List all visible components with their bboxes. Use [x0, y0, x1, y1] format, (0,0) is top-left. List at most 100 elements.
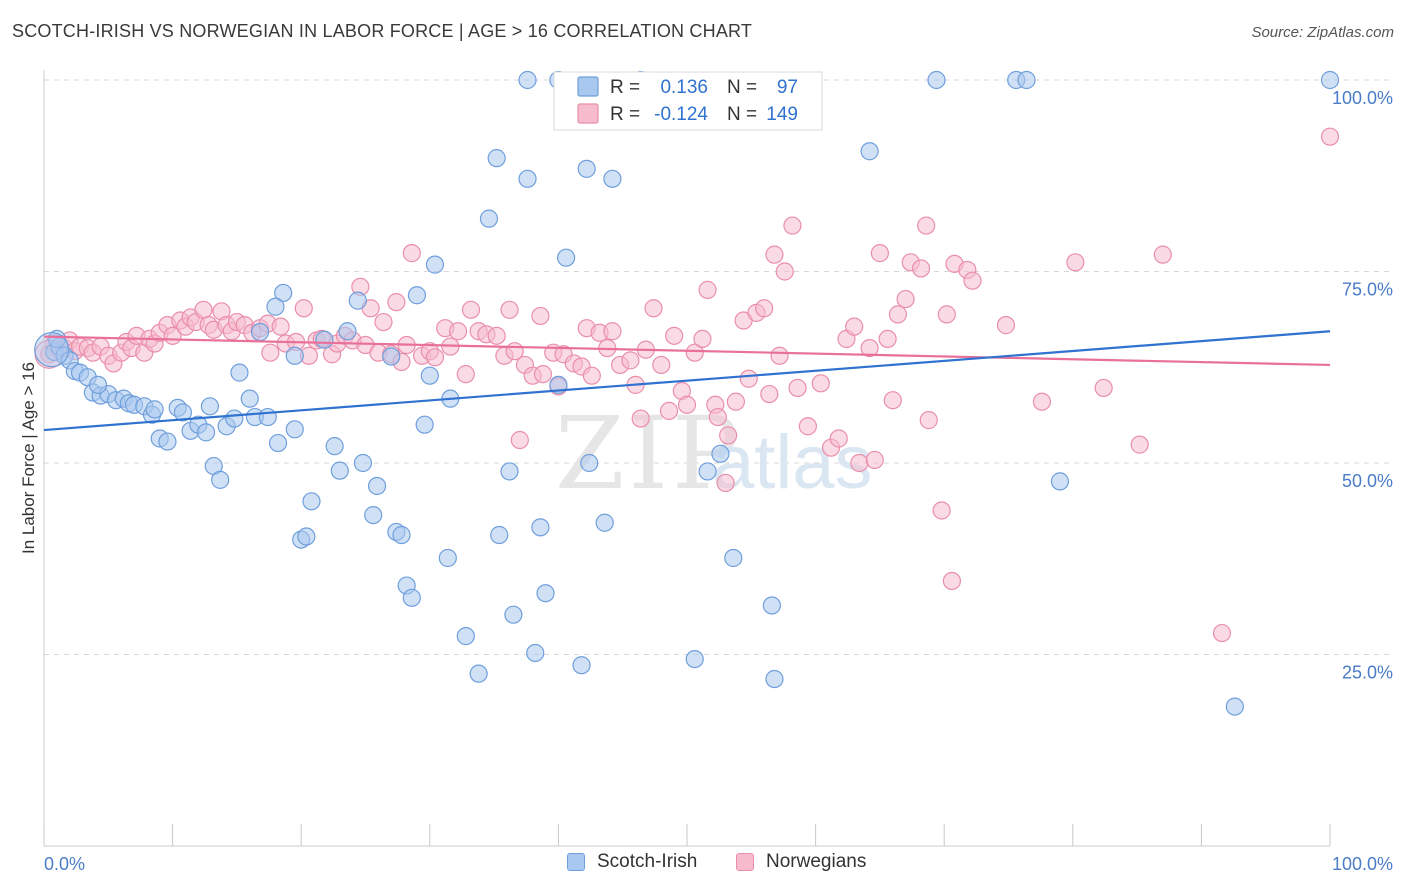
norwegians-point-71 — [500, 300, 519, 319]
scotch-irish-point-95 — [145, 400, 164, 419]
scotch-irish-point-91 — [1225, 697, 1244, 716]
scotch-irish-point-46 — [364, 505, 383, 525]
norwegians-point-95 — [665, 326, 684, 345]
scotch-irish-point-29 — [240, 389, 259, 408]
norwegians-point-108 — [755, 299, 774, 318]
norwegians-point-109 — [760, 384, 779, 404]
stats-legend: R = 0.136 N = 97 R = -0.124 N = 149 — [553, 71, 823, 131]
scotch-irish-point-81 — [698, 462, 717, 481]
norwegians-point-98 — [685, 343, 704, 362]
scotch-irish-point-89 — [1017, 70, 1036, 90]
norwegians-point-133 — [932, 501, 951, 520]
legend-r-label-1: R = — [610, 77, 640, 98]
norwegians-point-114 — [788, 378, 807, 398]
norwegians-point-121 — [850, 453, 869, 473]
scotch-irish-point-25 — [211, 470, 230, 489]
norwegians-point-69 — [487, 326, 506, 345]
norwegians-point-76 — [533, 365, 553, 384]
scotch-irish-point-75 — [577, 159, 596, 178]
norwegians-point-58 — [402, 244, 421, 263]
legend-n-label-2: N = — [727, 104, 757, 125]
scotch-irish-point-76 — [580, 453, 599, 473]
scotch-irish-point-90 — [1050, 472, 1070, 491]
scotch-irish-point-73 — [557, 248, 576, 267]
legend-swatch-scotch-irish — [577, 76, 599, 97]
scotch-irish-point-50 — [392, 525, 411, 545]
norwegians-point-124 — [870, 244, 890, 263]
scotch-irish-point-34 — [274, 283, 293, 303]
y-tick-label-100: 100.0% — [1332, 88, 1393, 108]
scotch-irish-point-60 — [469, 664, 488, 683]
scotch-irish-point-57 — [438, 548, 457, 568]
norwegians-point-126 — [883, 391, 902, 410]
scotch-irish-point-44 — [348, 291, 367, 310]
scotch-irish-point-27 — [225, 409, 244, 428]
norwegians-point-113 — [783, 216, 802, 235]
norwegians-point-148 — [716, 473, 735, 493]
norwegians-point-146 — [1320, 127, 1340, 146]
scotch-irish-point-82 — [711, 444, 730, 463]
norwegians-point-123 — [865, 450, 884, 470]
norwegians-point-37 — [261, 343, 280, 362]
norwegians-point-128 — [896, 289, 915, 309]
scotch-irish-point-31 — [250, 322, 270, 342]
scotch-irish-point-41 — [325, 437, 344, 456]
norwegians-point-144 — [1153, 245, 1172, 264]
scotch-irish-point-80 — [685, 649, 704, 669]
norwegians-point-115 — [798, 417, 817, 436]
scotch-irish-point-39 — [302, 492, 321, 511]
norwegians-point-120 — [845, 317, 864, 336]
norwegians-point-94 — [659, 401, 679, 421]
series-legend-scotch-irish[interactable]: Scotch-Irish — [567, 851, 697, 873]
y-tick-label-75: 75.0% — [1342, 280, 1393, 300]
norwegians-point-38 — [271, 317, 290, 336]
scotch-irish-point-70 — [536, 584, 555, 603]
scotch-irish-point-65 — [490, 525, 509, 545]
norwegians-point-118 — [829, 429, 848, 448]
norwegians-point-65 — [456, 365, 475, 384]
scotch-irish-point-56 — [425, 255, 445, 274]
scotch-irish-point-64 — [504, 605, 523, 624]
gridlines — [44, 79, 1393, 655]
legend-n-value-scotch-irish: 97 — [777, 77, 798, 98]
norwegians-point-130 — [911, 259, 931, 278]
norwegians-point-104 — [726, 392, 745, 411]
norwegians-point-134 — [937, 305, 956, 324]
scotch-irish-point-45 — [353, 453, 373, 473]
norwegians-point-141 — [1066, 253, 1085, 272]
series-legend-norwegians[interactable]: Norwegians — [736, 851, 866, 873]
chart-title: SCOTCH-IRISH VS NORWEGIAN IN LABOR FORCE… — [12, 21, 753, 41]
scotch-irish-point-63 — [500, 462, 519, 481]
legend-r-value-scotch-irish: 0.136 — [660, 77, 708, 98]
scotch-irish-point-74 — [572, 656, 591, 675]
scotch-irish-point-69 — [531, 518, 550, 537]
series-swatch-norwegians — [736, 853, 754, 871]
norwegians-points — [34, 127, 1340, 643]
norwegians-trend-line — [43, 335, 1331, 367]
scotch-irish-point-84 — [762, 596, 781, 615]
norwegians-point-116 — [811, 374, 830, 393]
norwegians-point-93 — [652, 355, 671, 375]
scotch-irish-point-61 — [479, 209, 499, 228]
norwegians-point-127 — [888, 305, 908, 324]
norwegians-point-139 — [996, 316, 1016, 335]
norwegians-point-125 — [878, 329, 897, 349]
series-legend-label-norwegians: Norwegians — [766, 851, 867, 872]
source-credit: Source: ZipAtlas.com — [1251, 24, 1394, 41]
scotch-irish-point-53 — [407, 286, 427, 305]
norwegians-point-66 — [461, 300, 481, 319]
legend-swatch-norwegians — [577, 103, 599, 124]
norwegians-point-64 — [448, 322, 468, 341]
norwegians-point-143 — [1130, 435, 1149, 454]
scotch-irish-point-33 — [268, 433, 288, 453]
scotch-irish-point-85 — [765, 669, 784, 689]
norwegians-point-99 — [693, 329, 712, 349]
norwegians-point-145 — [1212, 623, 1232, 643]
y-tick-label-25: 25.0% — [1342, 663, 1393, 683]
scotch-irish-point-36 — [285, 420, 304, 439]
scotch-irish-point-55 — [420, 366, 439, 385]
legend-r-value-norwegians: -0.124 — [654, 104, 708, 125]
series-swatch-scotch-irish — [567, 853, 585, 871]
y-tick-label-50: 50.0% — [1342, 471, 1393, 491]
